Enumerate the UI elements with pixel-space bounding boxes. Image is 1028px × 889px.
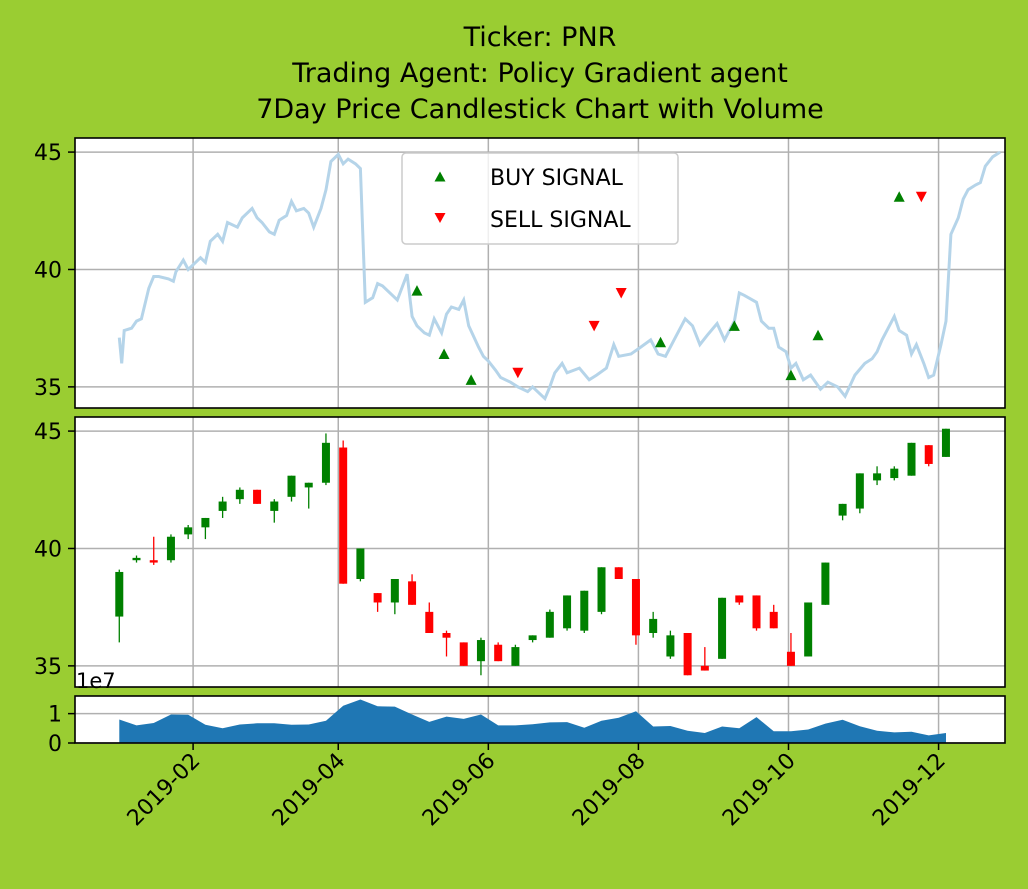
- volume-panel: 01 1e7: [48, 669, 1006, 757]
- candle-body: [201, 517, 210, 528]
- price-panel-frame: [74, 137, 1006, 409]
- legend-buy-marker: [434, 171, 446, 182]
- candle-body: [476, 640, 485, 662]
- candle-body: [511, 647, 520, 666]
- chart-title-line-1: Ticker: PNR: [463, 22, 617, 53]
- legend-sell-marker: [434, 213, 446, 223]
- candle-body: [442, 633, 451, 638]
- legend-sell-label: SELL SIGNAL: [490, 208, 631, 233]
- y-tick-label: 45: [34, 141, 62, 166]
- candle-body: [166, 536, 175, 561]
- candle-body: [735, 595, 744, 603]
- buy-signal-marker: [465, 374, 477, 385]
- candle-body: [631, 579, 640, 636]
- candle-body: [718, 597, 727, 659]
- candle-body: [855, 473, 864, 509]
- chart-title-line-2: Trading Agent: Policy Gradient agent: [291, 58, 788, 89]
- legend-buy-label: BUY SIGNAL: [490, 166, 624, 191]
- volume-panel-frame: [74, 695, 1006, 744]
- candle-body: [373, 593, 382, 603]
- candle-body: [580, 590, 589, 631]
- candle-body: [838, 503, 847, 516]
- candle-body: [321, 442, 330, 483]
- legend-box: [401, 152, 679, 245]
- candle-y-ticks: 35 40 45: [34, 420, 75, 680]
- candle-body: [390, 579, 399, 603]
- candle-body: [700, 665, 709, 671]
- candle-body: [683, 633, 692, 676]
- candle-body: [890, 468, 899, 479]
- candle-body: [924, 445, 933, 464]
- legend: BUY SIGNAL SELL SIGNAL: [401, 152, 679, 245]
- y-tick-label: 1: [48, 703, 62, 728]
- buy-signal-marker: [812, 329, 824, 341]
- candle-body: [786, 651, 795, 666]
- buy-signal-marker: [893, 191, 905, 202]
- buy-signal-markers: [411, 191, 905, 385]
- candle-body: [597, 567, 606, 612]
- candle-grid: [75, 417, 1005, 687]
- y-tick-label: 40: [34, 537, 62, 562]
- candles: [115, 428, 950, 676]
- candle-body: [356, 548, 365, 579]
- sell-signal-marker: [915, 191, 927, 203]
- candle-body: [941, 428, 950, 457]
- candle-body: [270, 501, 279, 511]
- candle-body: [649, 618, 658, 633]
- volume-y-ticks: 01: [48, 703, 75, 757]
- candle-body: [804, 602, 813, 657]
- buy-signal-marker: [438, 348, 450, 359]
- candle-body: [132, 557, 141, 561]
- candle-body: [408, 581, 417, 605]
- price-y-ticks: 35 40 45: [34, 141, 75, 401]
- candle-body: [752, 595, 761, 629]
- y-tick-label: 35: [34, 376, 62, 401]
- sell-signal-marker: [615, 287, 627, 299]
- candle-body: [459, 642, 468, 666]
- price-panel: 35 40 45 BUY SIGNAL SELL SIGNAL: [34, 137, 1006, 409]
- candle-body: [907, 442, 916, 476]
- y-tick-label: 35: [34, 655, 62, 680]
- chart-title-line-3: 7Day Price Candlestick Chart with Volume: [256, 94, 824, 125]
- candle-body: [184, 527, 193, 535]
- candle-body: [115, 571, 124, 617]
- candle-body: [528, 635, 537, 641]
- buy-signal-marker: [728, 320, 740, 331]
- candle-body: [821, 562, 830, 605]
- buy-signal-marker: [785, 369, 797, 381]
- y-tick-label: 40: [34, 258, 62, 283]
- sell-signal-markers: [512, 191, 927, 379]
- candle-body: [235, 489, 244, 500]
- candle-body: [149, 560, 158, 563]
- candle-body: [614, 567, 623, 579]
- candle-panel-frame: [74, 416, 1006, 688]
- candle-body: [218, 501, 227, 511]
- candle-body: [425, 611, 434, 633]
- candle-body: [563, 595, 572, 629]
- candle-body: [769, 611, 778, 629]
- price-line: [117, 150, 1001, 402]
- candle-body: [287, 475, 296, 497]
- sell-signal-marker: [588, 320, 600, 332]
- buy-signal-marker: [411, 285, 423, 296]
- candle-body: [253, 489, 262, 504]
- buy-signal-marker: [655, 336, 667, 348]
- candle-body: [873, 473, 882, 481]
- volume-scale-label: 1e7: [76, 669, 116, 693]
- candle-body: [339, 447, 348, 584]
- y-tick-label: 0: [48, 732, 62, 757]
- sell-signal-marker: [512, 367, 524, 379]
- candle-body: [666, 635, 675, 657]
- candle-panel-background: [75, 417, 1005, 687]
- candle-body: [545, 611, 554, 638]
- candle-panel: 35 40 45: [34, 416, 1006, 688]
- candle-body: [494, 644, 503, 662]
- volume-area: [119, 699, 947, 743]
- candle-body: [304, 482, 313, 488]
- y-tick-label: 45: [34, 420, 62, 445]
